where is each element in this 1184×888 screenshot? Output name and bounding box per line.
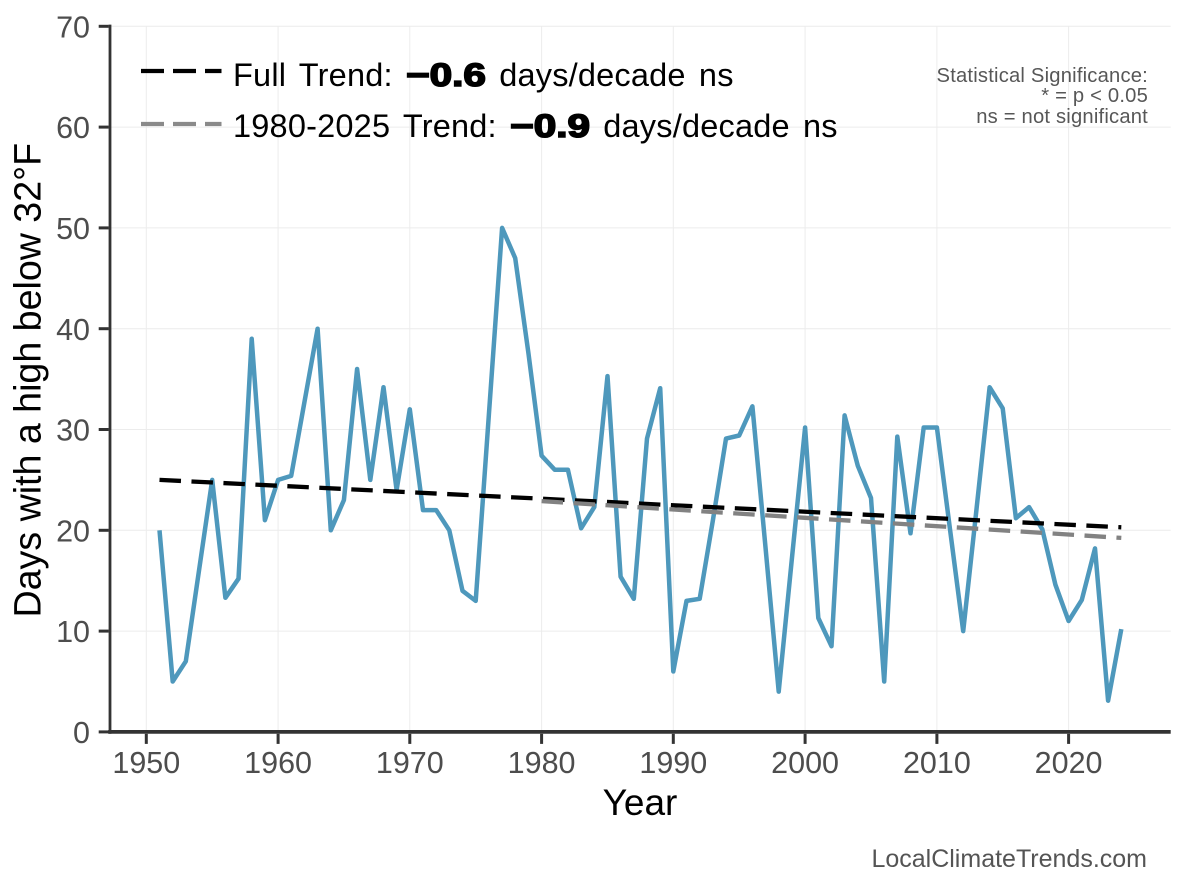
svg-text:Days with a high below 32°F: Days with a high below 32°F [7,143,49,618]
svg-text:1980-2025 Trend: −0.9 days/dec: 1980-2025 Trend: −0.9 days/decade ns [233,108,838,144]
svg-text:LocalClimateTrends.com: LocalClimateTrends.com [871,845,1147,873]
svg-text:20: 20 [56,514,90,548]
svg-text:0: 0 [73,716,90,750]
svg-text:2020: 2020 [1035,746,1103,780]
svg-text:ns = not significant: ns = not significant [976,106,1148,128]
svg-text:50: 50 [56,212,90,246]
svg-text:1960: 1960 [244,746,312,780]
svg-text:1950: 1950 [112,746,180,780]
svg-text:2010: 2010 [903,746,971,780]
svg-text:Full Trend: −0.6 days/decade n: Full Trend: −0.6 days/decade ns [233,57,734,93]
svg-text:1970: 1970 [376,746,444,780]
svg-text:2000: 2000 [771,746,839,780]
svg-text:70: 70 [56,10,90,44]
svg-text:60: 60 [56,111,90,145]
svg-text:1980: 1980 [508,746,576,780]
svg-text:40: 40 [56,313,90,347]
svg-text:30: 30 [56,414,90,448]
svg-text:Statistical Significance:: Statistical Significance: [937,65,1148,87]
svg-text:Year: Year [603,782,678,823]
svg-text:1990: 1990 [639,746,707,780]
svg-text:10: 10 [56,615,90,649]
svg-text:* = p < 0.05: * = p < 0.05 [1041,85,1148,107]
